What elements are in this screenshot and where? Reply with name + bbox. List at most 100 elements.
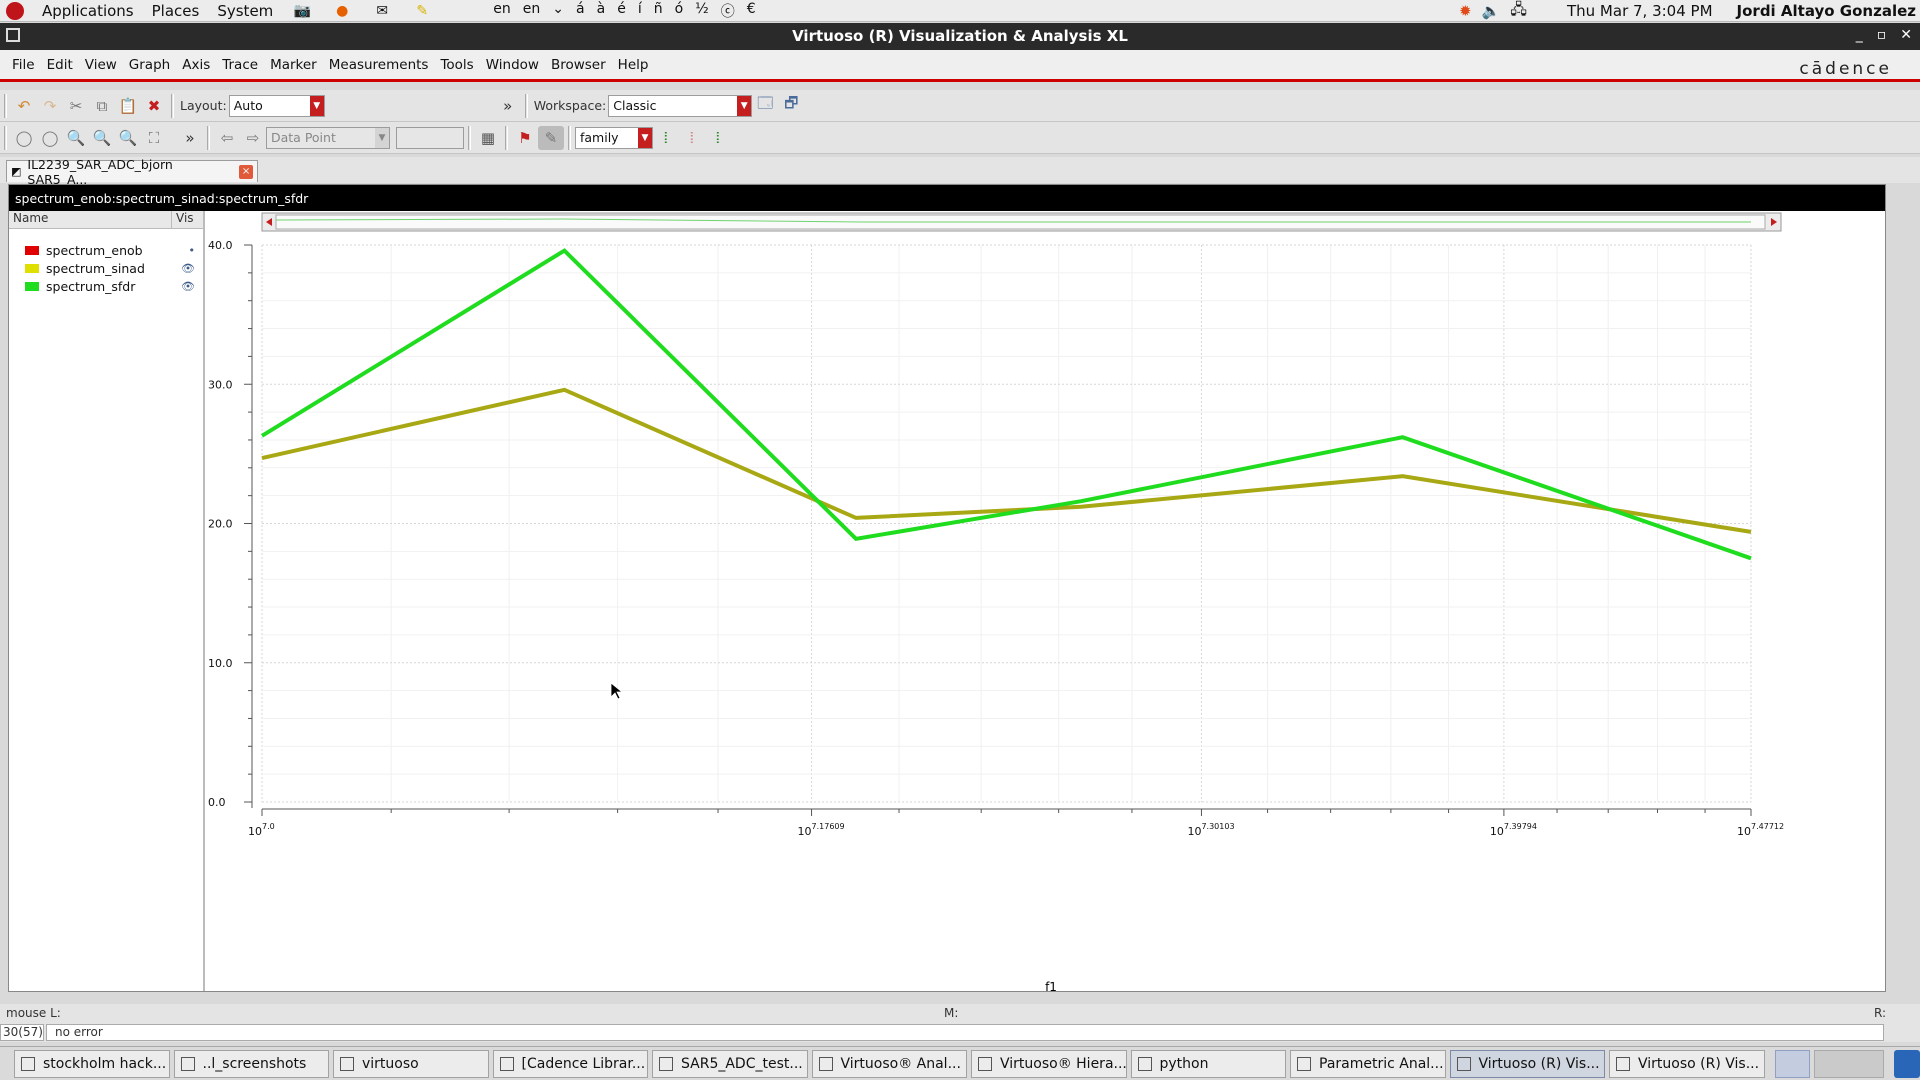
- chevron-down-icon[interactable]: ▼: [737, 95, 752, 116]
- back-icon[interactable]: ⇦: [220, 128, 234, 147]
- forward-icon[interactable]: ⇨: [246, 128, 260, 147]
- menu-view[interactable]: View: [84, 56, 117, 73]
- taskbar-button[interactable]: virtuoso: [333, 1049, 489, 1078]
- notes-icon[interactable]: ✎: [416, 2, 429, 19]
- eye-icon[interactable]: 👁: [181, 279, 195, 293]
- taskbar-button[interactable]: Virtuoso® Hiera...: [971, 1049, 1127, 1078]
- stop-icon[interactable]: ◯: [15, 128, 33, 147]
- kb-char[interactable]: ñ: [653, 0, 663, 17]
- zoom-in-icon[interactable]: 🔍: [92, 128, 112, 147]
- legend-header-vis[interactable]: Vis: [176, 211, 194, 225]
- taskbar-button[interactable]: python: [1130, 1049, 1286, 1078]
- undo-icon[interactable]: ↶: [17, 96, 31, 115]
- workspace-select[interactable]: Classic ▼: [608, 94, 753, 117]
- cut-icon[interactable]: ✂: [69, 96, 83, 115]
- zoom-fit-icon[interactable]: 🔍: [66, 128, 86, 147]
- menu-places[interactable]: Places: [151, 1, 200, 20]
- legend-item-enob[interactable]: spectrum_enob •: [25, 241, 195, 259]
- workspace-load-icon[interactable]: 🗗: [784, 94, 799, 112]
- kb-char[interactable]: en: [493, 0, 511, 17]
- minimize-icon[interactable]: _: [1855, 27, 1863, 43]
- close-icon[interactable]: ✕: [1900, 27, 1912, 43]
- kb-char[interactable]: ó: [674, 0, 684, 17]
- taskbar-button[interactable]: Virtuoso (R) Vis...: [1609, 1049, 1765, 1078]
- menu-file[interactable]: File: [12, 56, 35, 73]
- kb-char[interactable]: á: [576, 0, 585, 17]
- zoom-box-icon[interactable]: ⛶: [148, 128, 160, 147]
- kb-char[interactable]: ⌄: [552, 0, 565, 17]
- delete-icon[interactable]: ✖: [147, 96, 161, 115]
- mail-icon[interactable]: ✉: [376, 2, 389, 19]
- redo-icon[interactable]: ↷: [43, 96, 57, 115]
- menu-edit[interactable]: Edit: [46, 56, 73, 73]
- overflow-icon[interactable]: »: [503, 96, 513, 115]
- chevron-down-icon[interactable]: ▼: [375, 127, 389, 148]
- maximize-icon[interactable]: ▫: [1876, 27, 1887, 43]
- copy-icon[interactable]: ⧉: [96, 96, 108, 115]
- kb-char[interactable]: à: [596, 0, 606, 17]
- legend-header-name[interactable]: Name: [9, 211, 172, 228]
- menu-graph[interactable]: Graph: [128, 56, 171, 73]
- layout-select[interactable]: Auto ▼: [228, 94, 325, 117]
- window-menu-icon[interactable]: [6, 28, 20, 42]
- menu-applications[interactable]: Applications: [42, 1, 134, 20]
- taskbar-button[interactable]: Virtuoso® Anal...: [811, 1049, 967, 1078]
- update-icon[interactable]: ✹: [1458, 2, 1472, 20]
- close-tab-icon[interactable]: ×: [239, 164, 253, 179]
- family-strip-icon[interactable]: ⵂ: [715, 128, 721, 147]
- camera-icon[interactable]: 📷: [293, 2, 311, 19]
- zoom-out-icon[interactable]: 🔍: [118, 128, 138, 147]
- menu-window[interactable]: Window: [485, 56, 539, 73]
- visibility-dot-icon[interactable]: •: [188, 243, 196, 257]
- chevron-down-icon[interactable]: ▼: [309, 95, 324, 116]
- taskbar-button[interactable]: Parametric Anal...: [1290, 1049, 1446, 1078]
- paste-icon[interactable]: 📋: [118, 96, 138, 115]
- kb-char[interactable]: €: [746, 0, 756, 17]
- marker-value-field[interactable]: [396, 126, 464, 149]
- menu-axis[interactable]: Axis: [182, 56, 211, 73]
- menu-browser[interactable]: Browser: [550, 56, 606, 73]
- workspace-switcher-icon[interactable]: [1774, 1049, 1811, 1078]
- volume-icon[interactable]: 🔈: [1481, 2, 1501, 20]
- family-split-icon[interactable]: ⵂ: [689, 128, 695, 147]
- chevron-down-icon[interactable]: ▼: [638, 127, 652, 148]
- taskbar-button[interactable]: SAR5_ADC_test...: [652, 1049, 808, 1078]
- line-chart[interactable]: 0.0 10.0 20.0 30.0 40.0 107.0 107.17609 107.301…: [206, 211, 1886, 994]
- menu-trace[interactable]: Trace: [222, 56, 259, 73]
- taskbar-button[interactable]: ..l_screenshots: [173, 1049, 329, 1078]
- menu-marker[interactable]: Marker: [270, 56, 317, 73]
- taskbar-button[interactable]: stockholm hack...: [14, 1049, 170, 1078]
- plot-area[interactable]: 0.0 10.0 20.0 30.0 40.0 107.0 107.17609 107.301…: [206, 211, 1886, 994]
- workspace-switcher-icon[interactable]: [1814, 1049, 1885, 1078]
- legend-item-sfdr[interactable]: spectrum_sfdr 👁: [25, 277, 195, 295]
- eye-icon[interactable]: 👁: [181, 261, 195, 275]
- tab-graph[interactable]: ◩ IL2239_SAR_ADC_bjorn SAR5_A... ×: [6, 157, 258, 187]
- kb-char[interactable]: é: [617, 0, 626, 17]
- user-name[interactable]: Jordi Altayo Gonzalez: [1736, 2, 1916, 20]
- taskbar-button[interactable]: [Cadence Librar...: [492, 1049, 648, 1078]
- taskbar-button[interactable]: Virtuoso (R) Vis...: [1449, 1049, 1605, 1078]
- legend-item-sinad[interactable]: spectrum_sinad 👁: [25, 259, 195, 277]
- trash-icon[interactable]: [1894, 1049, 1920, 1078]
- workspace-save-icon[interactable]: 🗔: [757, 94, 774, 112]
- marker-mode-select[interactable]: Data Point ▼: [266, 126, 390, 149]
- menu-system[interactable]: System: [217, 1, 274, 20]
- kb-char[interactable]: ½: [695, 0, 709, 17]
- menu-help[interactable]: Help: [617, 56, 649, 73]
- refresh-icon[interactable]: ◯: [41, 128, 59, 147]
- kb-char[interactable]: í: [637, 0, 642, 17]
- network-icon[interactable]: 🖧: [1510, 0, 1527, 18]
- menu-tools[interactable]: Tools: [440, 56, 474, 73]
- clock[interactable]: Thu Mar 7, 3:04 PM: [1566, 2, 1713, 20]
- overview-scrollbar[interactable]: [261, 212, 1782, 232]
- calculator-icon[interactable]: ▦: [480, 128, 496, 147]
- kb-char[interactable]: ⓒ: [720, 3, 735, 20]
- annotate-icon[interactable]: ✎: [538, 125, 564, 150]
- family-overlay-icon[interactable]: ⵂ: [663, 128, 669, 147]
- kb-char[interactable]: en: [522, 0, 541, 17]
- firefox-icon[interactable]: ●: [336, 2, 349, 19]
- menu-measurements[interactable]: Measurements: [328, 56, 429, 73]
- marker-flag-icon[interactable]: ⚑: [518, 128, 532, 147]
- family-select[interactable]: family ▼: [575, 126, 653, 149]
- overflow-icon[interactable]: »: [185, 128, 195, 147]
